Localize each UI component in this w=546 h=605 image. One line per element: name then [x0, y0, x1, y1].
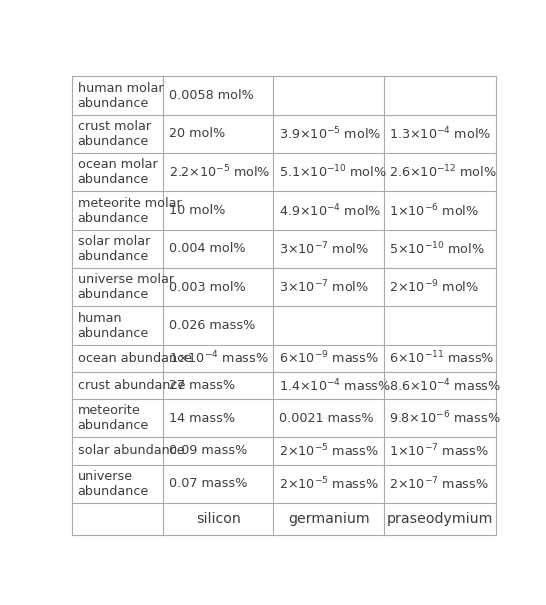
Text: human
abundance: human abundance — [78, 312, 149, 339]
Text: 0.0021 mass%: 0.0021 mass% — [278, 412, 373, 425]
Text: 0.07 mass%: 0.07 mass% — [169, 477, 247, 490]
Text: 1.4×10$^{-4}$ mass%: 1.4×10$^{-4}$ mass% — [278, 377, 390, 394]
Text: 2×10$^{-5}$ mass%: 2×10$^{-5}$ mass% — [278, 476, 378, 492]
Text: 27 mass%: 27 mass% — [169, 379, 235, 392]
Text: 0.0058 mol%: 0.0058 mol% — [169, 89, 253, 102]
Text: human molar
abundance: human molar abundance — [78, 82, 163, 110]
Text: 5.1×10$^{-10}$ mol%: 5.1×10$^{-10}$ mol% — [278, 164, 387, 180]
Text: ocean molar
abundance: ocean molar abundance — [78, 159, 157, 186]
Text: 20 mol%: 20 mol% — [169, 128, 225, 140]
Text: 2×10$^{-9}$ mol%: 2×10$^{-9}$ mol% — [389, 279, 479, 296]
Text: praseodymium: praseodymium — [387, 512, 493, 526]
Text: meteorite
abundance: meteorite abundance — [78, 404, 149, 432]
Text: 0.004 mol%: 0.004 mol% — [169, 243, 245, 255]
Text: 0.026 mass%: 0.026 mass% — [169, 319, 255, 332]
Text: 2×10$^{-5}$ mass%: 2×10$^{-5}$ mass% — [278, 443, 378, 459]
Text: 6×10$^{-9}$ mass%: 6×10$^{-9}$ mass% — [278, 350, 378, 367]
Text: universe molar
abundance: universe molar abundance — [78, 273, 174, 301]
Text: 3.9×10$^{-5}$ mol%: 3.9×10$^{-5}$ mol% — [278, 126, 381, 142]
Text: solar molar
abundance: solar molar abundance — [78, 235, 150, 263]
Text: ocean abundance: ocean abundance — [78, 352, 192, 365]
Text: 10 mol%: 10 mol% — [169, 204, 225, 217]
Text: 3×10$^{-7}$ mol%: 3×10$^{-7}$ mol% — [278, 279, 369, 296]
Text: germanium: germanium — [288, 512, 370, 526]
Text: 1×10$^{-7}$ mass%: 1×10$^{-7}$ mass% — [389, 443, 489, 459]
Text: meteorite molar
abundance: meteorite molar abundance — [78, 197, 181, 224]
Text: solar abundance: solar abundance — [78, 445, 184, 457]
Text: 3×10$^{-7}$ mol%: 3×10$^{-7}$ mol% — [278, 241, 369, 257]
Text: 2.6×10$^{-12}$ mol%: 2.6×10$^{-12}$ mol% — [389, 164, 497, 180]
Text: 9.8×10$^{-6}$ mass%: 9.8×10$^{-6}$ mass% — [389, 410, 501, 427]
Text: 0.003 mol%: 0.003 mol% — [169, 281, 245, 294]
Text: 8.6×10$^{-4}$ mass%: 8.6×10$^{-4}$ mass% — [389, 377, 501, 394]
Text: 2.2×10$^{-5}$ mol%: 2.2×10$^{-5}$ mol% — [169, 164, 270, 180]
Text: 1.3×10$^{-4}$ mol%: 1.3×10$^{-4}$ mol% — [389, 126, 491, 142]
Text: crust molar
abundance: crust molar abundance — [78, 120, 151, 148]
Text: 1×10$^{-6}$ mol%: 1×10$^{-6}$ mol% — [389, 202, 479, 219]
Text: 4.9×10$^{-4}$ mol%: 4.9×10$^{-4}$ mol% — [278, 202, 381, 219]
Text: 2×10$^{-7}$ mass%: 2×10$^{-7}$ mass% — [389, 476, 489, 492]
Text: 5×10$^{-10}$ mol%: 5×10$^{-10}$ mol% — [389, 241, 485, 257]
Text: universe
abundance: universe abundance — [78, 469, 149, 498]
Text: crust abundance: crust abundance — [78, 379, 185, 392]
Text: 6×10$^{-11}$ mass%: 6×10$^{-11}$ mass% — [389, 350, 495, 367]
Text: 14 mass%: 14 mass% — [169, 412, 235, 425]
Text: 0.09 mass%: 0.09 mass% — [169, 445, 247, 457]
Text: silicon: silicon — [196, 512, 241, 526]
Text: 1×10$^{-4}$ mass%: 1×10$^{-4}$ mass% — [169, 350, 268, 367]
